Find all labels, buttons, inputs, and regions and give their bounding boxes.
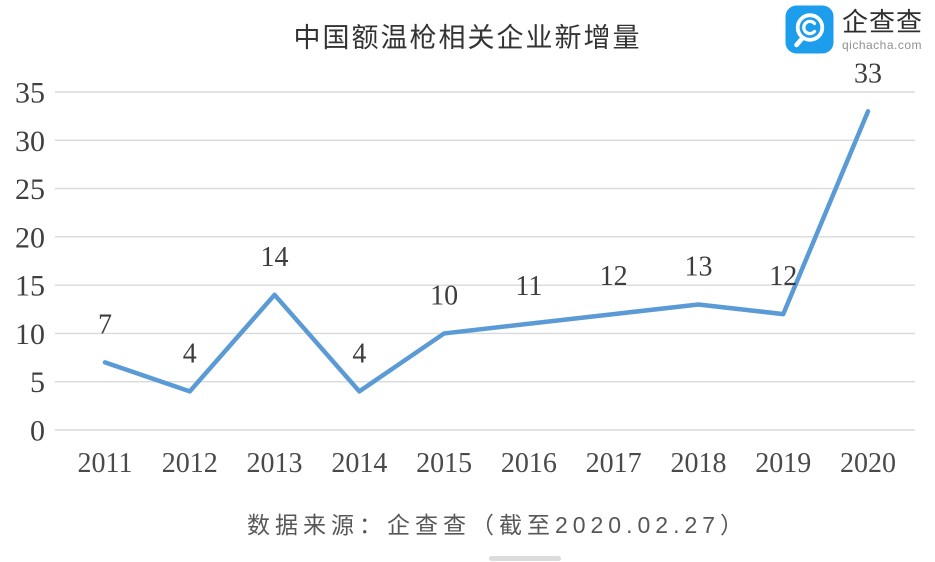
y-tick-label: 25 <box>15 173 45 206</box>
data-point-label: 4 <box>352 338 366 369</box>
data-point-label: 14 <box>261 242 289 273</box>
data-point-label: 12 <box>600 261 628 292</box>
y-tick-label: 10 <box>15 318 45 351</box>
data-point-label: 7 <box>98 309 112 340</box>
x-tick-label: 2019 <box>755 448 811 479</box>
data-source-caption: 数据来源：企查查（截至2020.02.27） <box>246 512 749 538</box>
x-tick-label: 2011 <box>78 448 133 479</box>
y-tick-label: 0 <box>30 415 45 448</box>
line-chart: 0 5 10 15 20 25 30 35 2011 2012 2013 2014 2015 2016 20… <box>15 58 915 479</box>
x-tick-label: 2013 <box>247 448 303 479</box>
data-point-label: 11 <box>515 271 542 302</box>
y-tick-label: 30 <box>15 125 45 158</box>
y-tick-label: 35 <box>15 77 45 110</box>
x-tick-label: 2012 <box>162 448 218 479</box>
data-point-label: 12 <box>769 261 797 292</box>
x-tick-label: 2016 <box>501 448 557 479</box>
x-tick-label: 2014 <box>331 448 387 479</box>
x-tick-label: 2017 <box>586 448 642 479</box>
qichacha-q-icon <box>785 5 834 54</box>
data-point-label: 13 <box>684 251 712 282</box>
y-tick-label: 20 <box>15 221 45 254</box>
x-tick-label: 2015 <box>416 448 472 479</box>
data-point-label: 33 <box>854 58 882 89</box>
series-line <box>102 109 871 394</box>
y-tick-label: 5 <box>30 366 45 399</box>
qichacha-logo[interactable]: 企查查 qichacha.com <box>785 5 923 54</box>
x-tick-label: 2020 <box>840 448 896 479</box>
y-tick-label: 15 <box>15 270 45 303</box>
logo-domain: qichacha.com <box>841 38 923 53</box>
logo-brand-name: 企查查 <box>841 7 923 37</box>
bottom-indicator-bar <box>489 556 561 561</box>
page-title: 中国额温枪相关企业新增量 <box>293 23 642 53</box>
data-point-label: 4 <box>183 338 197 369</box>
x-tick-label: 2018 <box>670 448 726 479</box>
data-point-label: 10 <box>430 280 458 311</box>
